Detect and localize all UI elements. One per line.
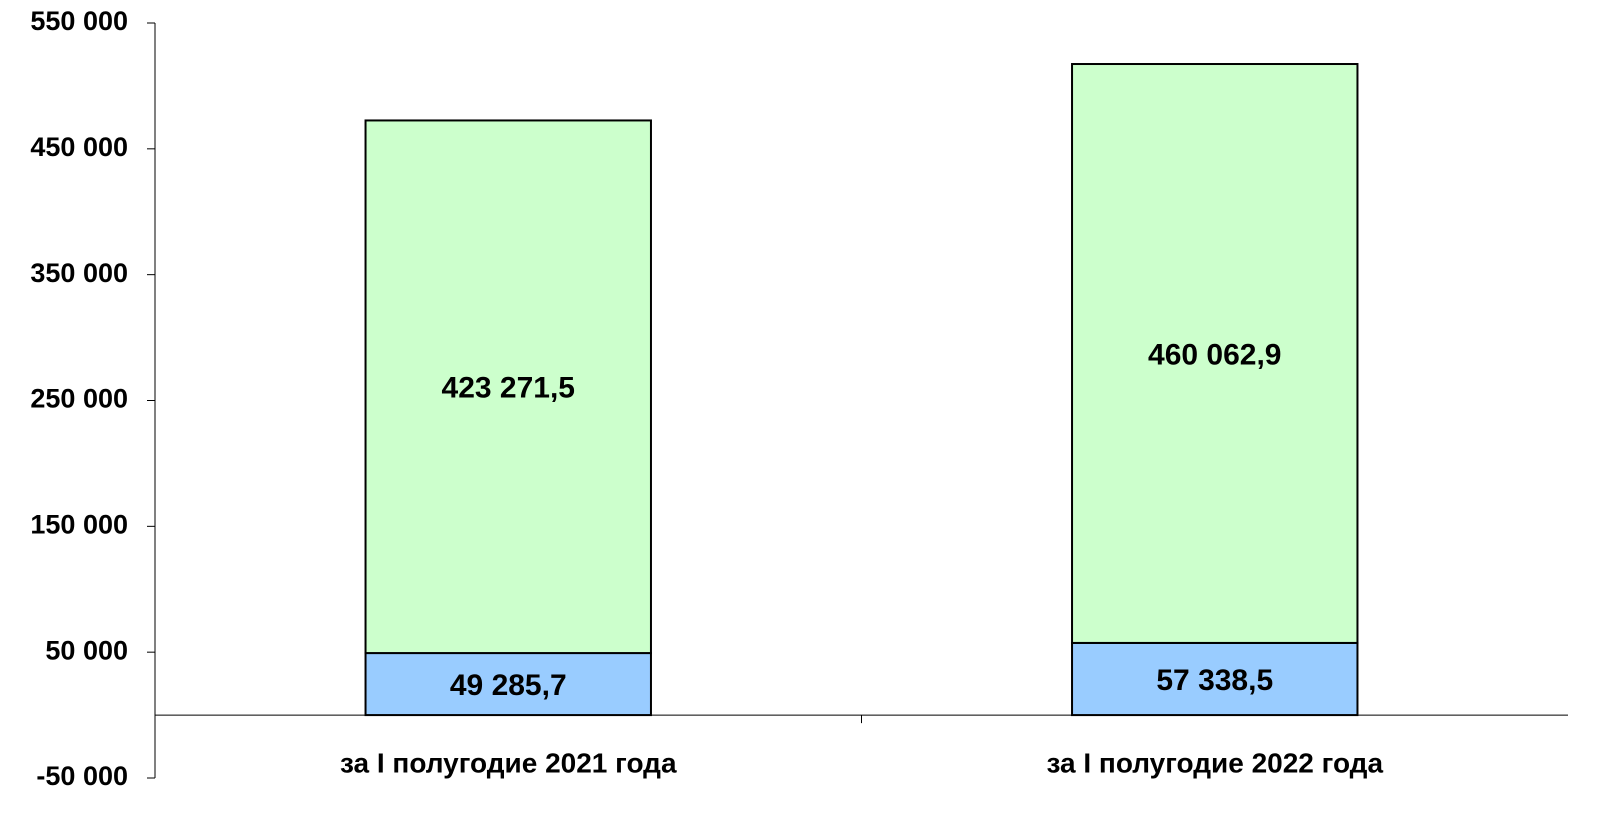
y-tick-label: 350 000 xyxy=(30,258,128,288)
y-tick-label: 550 000 xyxy=(30,6,128,36)
y-tick-label: 450 000 xyxy=(30,132,128,162)
x-tick-label: за I полугодие 2022 года xyxy=(1046,747,1383,778)
bar-segment xyxy=(364,119,652,655)
x-tick-label: за I полугодие 2021 года xyxy=(340,747,677,778)
value-label: 57 338,5 xyxy=(1156,664,1273,697)
value-label: 460 062,9 xyxy=(1148,338,1281,371)
bar-segment xyxy=(1071,641,1359,717)
bar-segment xyxy=(1071,63,1359,644)
y-tick-label: 150 000 xyxy=(30,509,128,539)
value-label: 423 271,5 xyxy=(442,372,575,405)
y-tick-label: 250 000 xyxy=(30,384,128,414)
y-tick-label: 50 000 xyxy=(45,635,128,665)
value-label: 49 285,7 xyxy=(450,669,567,702)
y-tick-label: -50 000 xyxy=(36,761,128,791)
